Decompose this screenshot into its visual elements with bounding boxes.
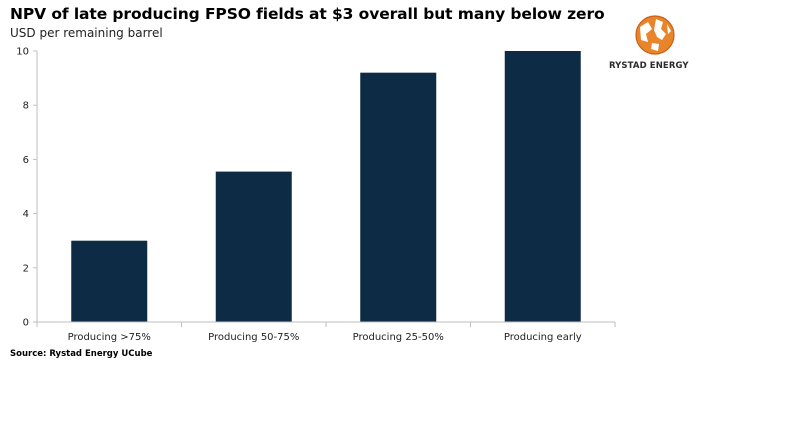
x-category-label: Producing 50-75% [208, 332, 299, 343]
y-tick-label: 10 [16, 47, 29, 58]
x-category-label: Producing early [504, 332, 582, 343]
x-category-label: Producing >75% [68, 332, 151, 343]
y-tick-label: 6 [23, 155, 29, 166]
bar [71, 240, 148, 322]
x-category-label: Producing 25-50% [353, 332, 444, 343]
bar [215, 171, 292, 322]
y-axis: 0 2 4 6 8 10 [16, 47, 38, 329]
y-tick-label: 2 [23, 263, 29, 274]
source-note: Source: Rystad Energy UCube [10, 349, 153, 359]
chart-title: NPV of late producing FPSO fields at $3 … [10, 5, 605, 23]
chart-subtitle: USD per remaining barrel [10, 26, 163, 40]
x-axis: Producing >75% Producing 50-75% Producing … [36, 321, 616, 343]
y-tick-label: 4 [23, 209, 29, 220]
bar [360, 72, 437, 323]
logo-text: RYSTAD ENERGY [609, 61, 689, 71]
rystad-globe-logo-icon [635, 15, 675, 55]
bar [504, 51, 581, 322]
y-tick-label: 0 [23, 318, 29, 329]
y-tick-label: 8 [23, 101, 29, 112]
bars [71, 51, 581, 323]
